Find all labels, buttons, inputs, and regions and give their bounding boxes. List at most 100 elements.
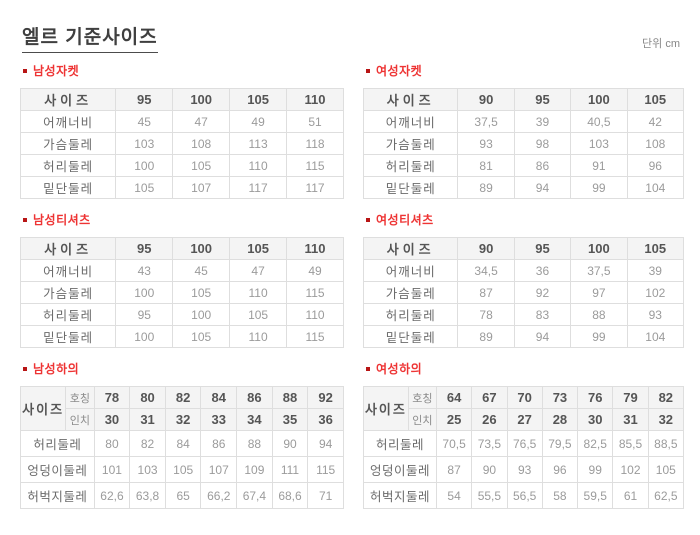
value-cell: 65 [164, 482, 202, 509]
size-column-header: 30 [577, 408, 614, 431]
value-cell: 99 [570, 325, 628, 348]
value-cell: 105 [115, 176, 174, 199]
value-cell: 115 [307, 456, 344, 483]
corner-header: 사이즈 [19, 386, 67, 431]
size-column-header: 82 [647, 386, 685, 409]
bullet-icon [23, 366, 27, 371]
value-cell: 39 [626, 259, 685, 282]
size-column-header: 27 [506, 408, 543, 431]
value-cell: 76,5 [506, 430, 543, 457]
value-cell: 105 [647, 456, 685, 483]
value-cell: 104 [626, 176, 685, 199]
corner-header: 사이즈 [362, 237, 459, 260]
value-cell: 101 [93, 456, 131, 483]
sub-header: 호칭 [407, 386, 437, 409]
section-womens-jacket: 여성자켓 사이즈 90 95 100 105 어깨너비 37,5 39 40,5 42 가슴둘레 93 9… [362, 62, 685, 199]
value-cell: 107 [172, 176, 231, 199]
value-cell: 93 [457, 132, 515, 155]
mens-jacket-size-table: 사이즈 95 100 105 110 어깨너비 45 47 49 51 가슴둘레 103 108 113 1… [19, 88, 344, 199]
value-cell: 39 [513, 110, 572, 133]
value-cell: 105 [172, 281, 231, 304]
value-cell: 110 [229, 325, 288, 348]
value-cell: 80 [93, 430, 131, 457]
section-label: 여성자켓 [376, 64, 423, 78]
value-cell: 95 [115, 303, 174, 326]
value-cell: 102 [612, 456, 649, 483]
size-column-header: 100 [172, 88, 231, 111]
size-column-header: 73 [541, 386, 579, 409]
size-column-header: 30 [93, 408, 131, 431]
value-cell: 108 [172, 132, 231, 155]
row-label: 허리둘레 [20, 430, 95, 457]
value-cell: 117 [229, 176, 288, 199]
value-cell: 115 [286, 154, 344, 177]
size-column-header: 90 [457, 88, 515, 111]
value-cell: 103 [115, 132, 174, 155]
value-cell: 98 [513, 132, 572, 155]
size-column-header: 34 [236, 408, 273, 431]
section-label: 여성하의 [376, 362, 423, 376]
value-cell: 90 [471, 456, 508, 483]
size-column-header: 100 [570, 88, 628, 111]
value-cell: 99 [570, 176, 628, 199]
value-cell: 105 [172, 325, 231, 348]
value-cell: 90 [271, 430, 309, 457]
row-label: 어깨너비 [19, 259, 117, 282]
size-column-header: 36 [307, 408, 344, 431]
row-label: 밑단둘레 [362, 325, 459, 348]
value-cell: 118 [286, 132, 344, 155]
value-cell: 94 [513, 176, 572, 199]
value-cell: 86 [200, 430, 238, 457]
row-label: 어깨너비 [19, 110, 117, 133]
value-cell: 100 [115, 154, 174, 177]
value-cell: 92 [513, 281, 572, 304]
size-column-header: 95 [115, 88, 174, 111]
value-cell: 100 [172, 303, 231, 326]
row-label: 밑단둘레 [362, 176, 459, 199]
size-column-header: 105 [626, 88, 685, 111]
row-label: 허리둘레 [19, 303, 117, 326]
page-title: 엘르 기준사이즈 [22, 22, 158, 53]
size-column-header: 105 [229, 88, 288, 111]
section-womens-tshirt: 여성티셔츠 사이즈 90 95 100 105 어깨너비 34,5 36 37,5 39 가슴둘레 87… [362, 211, 685, 348]
size-column-header: 28 [541, 408, 579, 431]
value-cell: 117 [286, 176, 344, 199]
value-cell: 87 [457, 281, 515, 304]
size-column-header: 64 [435, 386, 473, 409]
value-cell: 36 [513, 259, 572, 282]
value-cell: 102 [626, 281, 685, 304]
value-cell: 68,6 [271, 482, 309, 509]
value-cell: 70,5 [435, 430, 473, 457]
size-column-header: 86 [236, 386, 273, 409]
value-cell: 99 [577, 456, 614, 483]
value-cell: 54 [435, 482, 473, 509]
sub-header: 인치 [407, 408, 437, 431]
section-title: 남성하의 [23, 360, 344, 377]
value-cell: 115 [286, 325, 344, 348]
value-cell: 85,5 [612, 430, 649, 457]
value-cell: 34,5 [457, 259, 515, 282]
corner-header: 사이즈 [19, 88, 117, 111]
mens-bottoms-size-table: 사이즈 호칭 78 80 82 84 86 88 92 인치 30 31 32 33 34 35 36 허리둘레 8… [19, 386, 344, 509]
bullet-icon [23, 68, 27, 73]
value-cell: 56,5 [506, 482, 543, 509]
value-cell: 49 [286, 259, 344, 282]
corner-header: 사이즈 [363, 386, 409, 431]
size-column-header: 33 [200, 408, 238, 431]
value-cell: 82,5 [577, 430, 614, 457]
section-title: 남성자켓 [23, 62, 344, 79]
value-cell: 97 [570, 281, 628, 304]
row-label: 허벅지둘레 [20, 482, 95, 509]
value-cell: 84 [164, 430, 202, 457]
size-column-header: 95 [115, 237, 174, 260]
value-cell: 105 [172, 154, 231, 177]
section-title: 여성자켓 [366, 62, 684, 79]
section-label: 여성티셔츠 [376, 213, 434, 227]
value-cell: 86 [513, 154, 572, 177]
corner-header: 사이즈 [19, 237, 117, 260]
row-label: 밑단둘레 [19, 325, 117, 348]
value-cell: 103 [129, 456, 166, 483]
value-cell: 62,5 [647, 482, 685, 509]
value-cell: 40,5 [570, 110, 628, 133]
